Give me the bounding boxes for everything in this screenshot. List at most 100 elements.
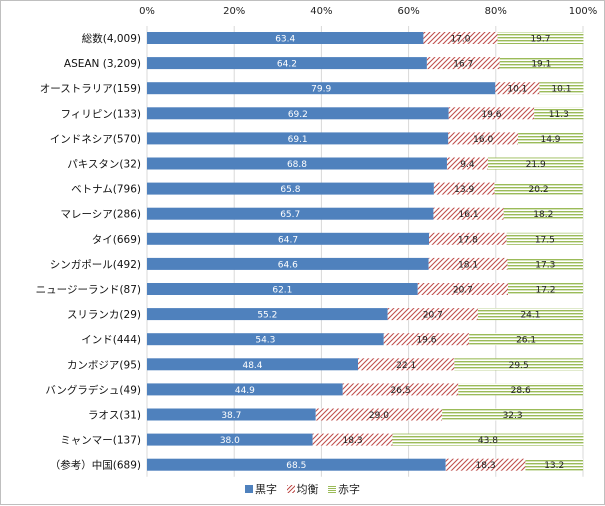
bar-segment-balanced (423, 32, 498, 44)
data-label: 20.7 (423, 311, 443, 321)
data-label: 11.3 (549, 110, 569, 120)
legend-swatch-deficit (328, 485, 336, 493)
value-labels: 63.4 17.0 19.7 64.2 16.7 19.1 79.9 10.1 10.1 69.2… (220, 35, 572, 472)
x-tick-label: 60% (397, 6, 419, 17)
legend-swatch-balanced (286, 485, 295, 493)
data-label: 14.9 (540, 135, 560, 145)
data-label: 19.7 (530, 35, 550, 45)
data-label: 65.7 (280, 210, 300, 220)
bar-segment-surplus (147, 408, 316, 421)
data-label: 19.6 (416, 336, 436, 346)
legend-item-deficit: 赤字 (328, 481, 360, 497)
data-label: 10.1 (551, 85, 571, 95)
bar-segment-balanced (446, 157, 488, 170)
bars (147, 32, 584, 471)
data-label: 19.1 (531, 60, 551, 70)
bar-segment-balanced (433, 207, 504, 220)
category-label: （参考）中国(689) (50, 459, 141, 472)
bar-segment-balanced (445, 458, 526, 471)
data-label: 16.0 (473, 135, 493, 145)
data-label: 18.2 (533, 210, 553, 220)
data-label: 62.1 (272, 286, 292, 296)
bar-segment-balanced (428, 257, 508, 270)
bar-segment-balanced (448, 132, 519, 145)
data-label: 26.1 (516, 336, 536, 346)
data-label: 13.9 (454, 185, 474, 195)
data-label: 18.1 (458, 260, 478, 270)
bar-segment-balanced (433, 182, 495, 195)
legend-item-surplus: 黒字 (245, 481, 277, 497)
bar-segment-surplus (147, 82, 496, 95)
bar-segment-balanced (387, 308, 478, 321)
bar-segment-deficit (458, 383, 583, 396)
bar-segment-deficit (442, 408, 583, 421)
bar-segment-deficit (508, 283, 583, 295)
bar-segment-balanced (315, 408, 443, 421)
bar-segment-surplus (147, 157, 447, 170)
bar-segment-balanced (448, 107, 535, 120)
category-label: ニュージーランド(87) (36, 284, 141, 296)
data-label: 17.3 (535, 260, 555, 270)
data-label: 18.3 (476, 461, 496, 471)
category-label: カンボジア(95) (67, 359, 141, 371)
bar-segment-deficit (392, 433, 584, 446)
x-tick-label: 0% (139, 6, 155, 17)
category-label: シンガポール(492) (50, 259, 141, 271)
bar-segment-deficit (525, 458, 583, 471)
x-tick-label: 100% (569, 6, 598, 17)
data-label: 17.0 (450, 35, 470, 45)
bar-segment-surplus (147, 207, 434, 220)
data-label: 63.4 (275, 35, 295, 45)
bar-segment-deficit (518, 132, 583, 145)
x-tick-label: 80% (485, 6, 507, 17)
x-axis-ticks: 0% 20% 40% 60% 80% 100% (139, 6, 597, 17)
data-label: 28.6 (511, 386, 531, 396)
bar-segment-balanced (342, 383, 459, 396)
data-label: 20.7 (453, 286, 473, 296)
legend-swatch-surplus (245, 485, 253, 493)
bar-segment-balanced (312, 433, 393, 446)
data-label: 24.1 (520, 311, 540, 321)
category-label: ASEAN (3,209) (64, 58, 141, 70)
data-label: 16.7 (453, 60, 473, 70)
data-label: 22.1 (396, 361, 416, 371)
data-label: 26.5 (391, 386, 411, 396)
data-label: 19.6 (481, 110, 501, 120)
bar-segment-deficit (469, 333, 583, 346)
legend-label-surplus: 黒字 (255, 483, 277, 496)
data-label: 18.3 (343, 436, 363, 446)
category-labels: 総数(4,009) ASEAN (3,209) オーストラリア(159) フィリピン(… (36, 32, 141, 472)
category-label: インド(444) (81, 334, 141, 346)
data-label: 13.2 (544, 461, 564, 471)
legend-label-deficit: 赤字 (338, 483, 360, 496)
bar-segment-deficit (503, 207, 583, 220)
bar-segment-deficit (506, 232, 583, 245)
bar-segment-surplus (147, 232, 430, 245)
category-label: マレーシア(286) (60, 209, 141, 221)
gridlines (146, 26, 584, 477)
data-label: 68.5 (286, 461, 306, 471)
category-label: インドネシア(570) (50, 133, 141, 145)
bar-segment-surplus (147, 182, 434, 195)
data-label: 69.1 (288, 135, 308, 145)
bar-segment-surplus (147, 358, 359, 371)
data-label: 17.8 (458, 235, 478, 245)
bar-segment-surplus (147, 458, 446, 471)
bar-segment-deficit (487, 157, 584, 170)
bar-segment-deficit (494, 182, 583, 195)
x-tick-label: 20% (223, 6, 245, 17)
data-label: 48.4 (242, 361, 262, 371)
bar-segment-deficit (534, 107, 584, 120)
legend: 黒字 均衡 赤字 (0, 481, 605, 497)
x-tick-label: 40% (310, 6, 332, 17)
category-label: フィリピン(133) (60, 108, 141, 120)
bar-segment-surplus (147, 257, 429, 270)
category-label: 総数(4,009) (82, 32, 141, 45)
data-label: 64.7 (278, 235, 298, 245)
bar-segment-surplus (147, 32, 424, 44)
bar-segment-surplus (147, 132, 449, 145)
bar-segment-deficit (454, 358, 583, 371)
bar-segment-balanced (358, 358, 455, 371)
